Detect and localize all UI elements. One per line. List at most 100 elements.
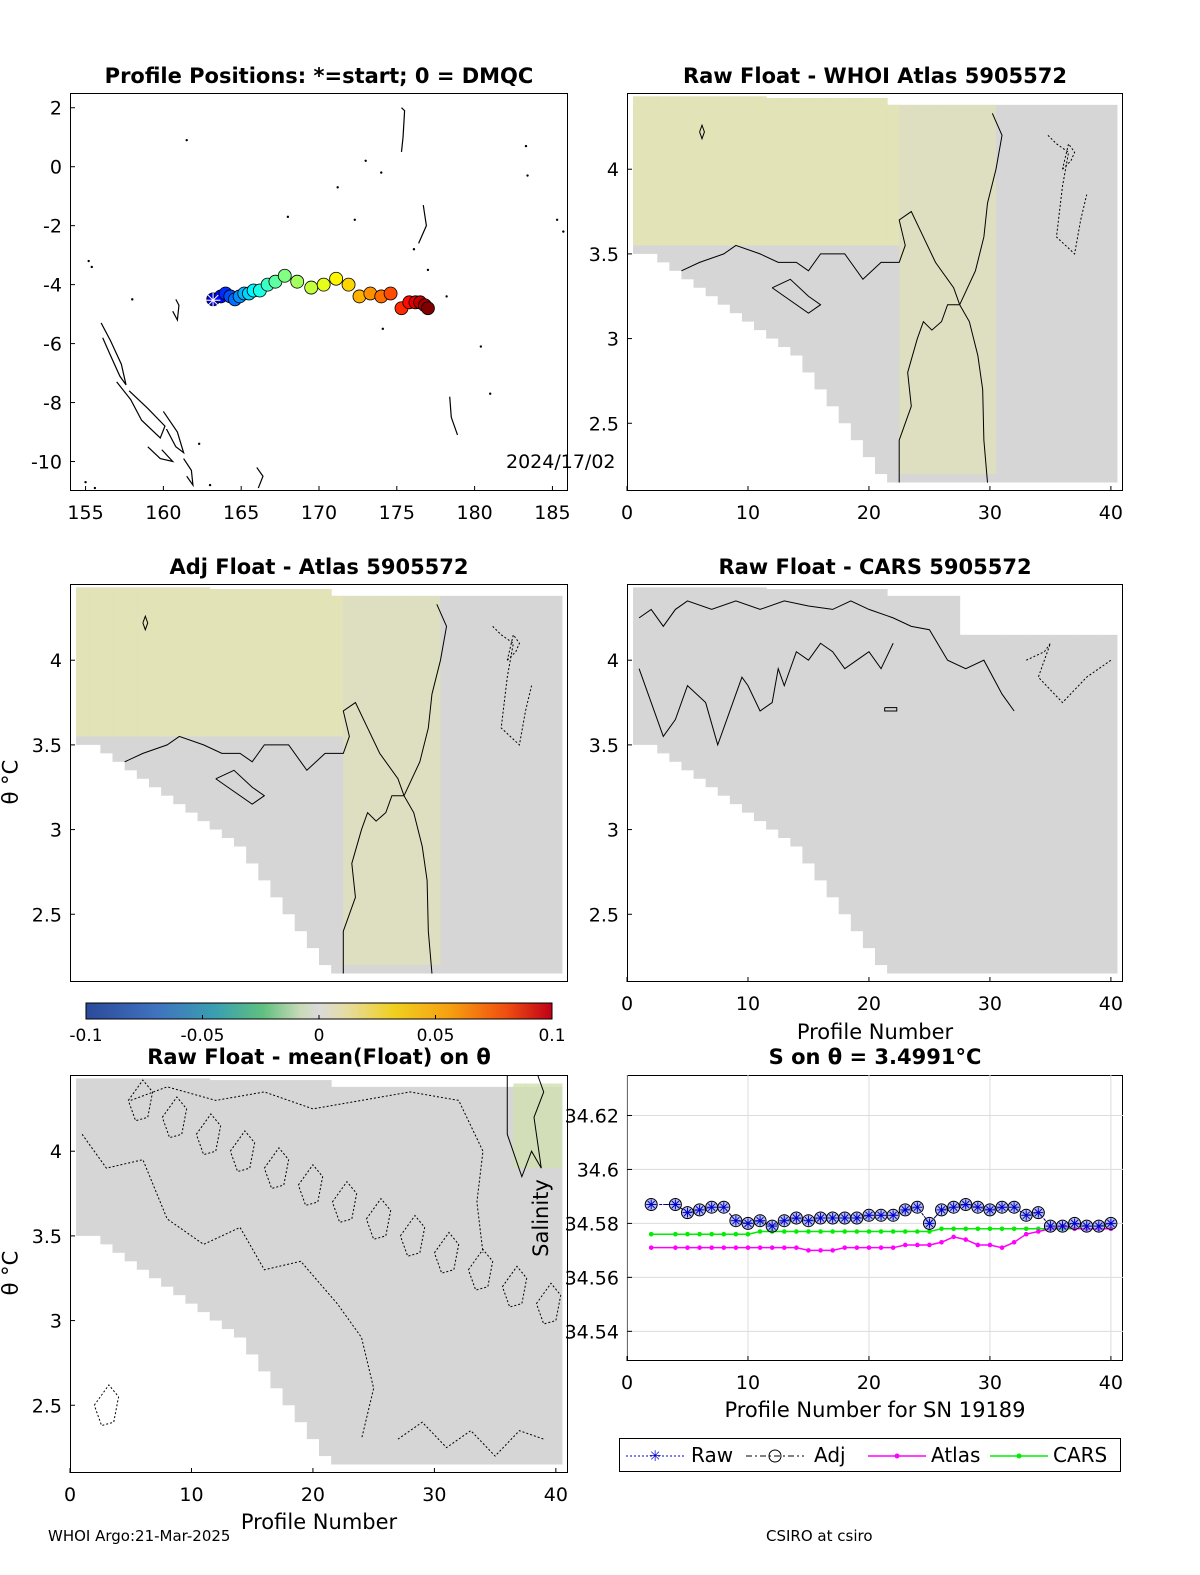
heatmap-column bbox=[185, 1078, 199, 1304]
heatmap-column bbox=[1032, 634, 1045, 974]
raw-point bbox=[877, 1211, 885, 1220]
heatmap-positive-cell bbox=[294, 589, 308, 737]
heatmap-column bbox=[1008, 104, 1021, 483]
cars-point bbox=[685, 1231, 690, 1237]
zero-contour bbox=[771, 278, 822, 314]
x-tick-label: 20 bbox=[857, 1372, 881, 1394]
heatmap-positive-cell bbox=[136, 587, 150, 737]
cars-point bbox=[975, 1226, 981, 1232]
svg-text:✳: ✳ bbox=[649, 1447, 662, 1465]
heatmap-column bbox=[1020, 104, 1033, 483]
coastline bbox=[418, 204, 428, 244]
raw-point bbox=[671, 1200, 680, 1209]
heatmap-column bbox=[923, 595, 936, 974]
heatmap-column bbox=[537, 595, 551, 974]
heatmap-column bbox=[464, 1086, 478, 1465]
heatmap-positive-cell bbox=[645, 96, 658, 246]
cars-point bbox=[854, 1229, 860, 1234]
heatmap-positive-cell bbox=[741, 96, 755, 246]
raw-point bbox=[828, 1214, 837, 1222]
heatmap-column bbox=[995, 634, 1009, 974]
heatmap-positive-cell bbox=[681, 96, 695, 246]
raw-point bbox=[913, 1203, 922, 1212]
y-tick-label: -8 bbox=[43, 393, 62, 415]
x-tick-label: 10 bbox=[179, 1484, 203, 1506]
y-tick-label: 2.5 bbox=[589, 904, 619, 926]
atlas-point bbox=[878, 1245, 884, 1250]
heatmap-column bbox=[246, 1080, 259, 1355]
heatmap-column bbox=[513, 595, 526, 974]
cars-point bbox=[902, 1229, 908, 1234]
atlas-point bbox=[902, 1242, 908, 1248]
x-tick-label: 20 bbox=[857, 993, 881, 1015]
heatmap-positive-cell bbox=[355, 595, 369, 966]
map-title: Profile Positions: *=start; 0 = DMQC bbox=[104, 64, 534, 88]
heatmap-column bbox=[88, 1078, 101, 1236]
cars-diff-xlabel: Profile Number bbox=[796, 1020, 954, 1044]
heatmap-column bbox=[76, 1078, 89, 1236]
heatmap-negative-cell bbox=[537, 1083, 551, 1169]
y-tick-label: 0 bbox=[50, 157, 62, 179]
dotted-contour bbox=[1047, 134, 1088, 255]
heatmap-column bbox=[525, 595, 539, 974]
x-tick-label: 30 bbox=[978, 993, 1002, 1015]
footer-right: CSIRO at csiro bbox=[766, 1527, 873, 1545]
y-tick-label: 2.5 bbox=[589, 413, 619, 435]
salinity-title: S on θ = 3.4991°C bbox=[768, 1045, 982, 1069]
adj-diff-ylabel: θ °C bbox=[0, 759, 23, 805]
heatmap-column bbox=[693, 587, 707, 779]
heatmap-column bbox=[428, 1086, 441, 1465]
heatmap-column bbox=[476, 595, 490, 974]
cars-point bbox=[866, 1229, 872, 1234]
heatmap-column bbox=[826, 589, 840, 898]
heatmap-positive-cell bbox=[814, 98, 828, 246]
raw-point bbox=[744, 1219, 752, 1228]
heatmap-column bbox=[1080, 104, 1094, 483]
dotted-contour bbox=[467, 1248, 494, 1291]
island-dot bbox=[90, 265, 93, 269]
y-tick-label: 2.5 bbox=[32, 904, 62, 926]
y-tick-label: -4 bbox=[43, 275, 62, 297]
island-dot bbox=[479, 345, 483, 348]
zero-contour bbox=[124, 701, 405, 796]
x-tick-label: 40 bbox=[1099, 993, 1123, 1015]
island-dot bbox=[353, 218, 356, 221]
y-tick-label: 34.62 bbox=[565, 1105, 619, 1127]
zero-contour bbox=[681, 210, 961, 305]
cars-point bbox=[927, 1229, 932, 1234]
heatmap-column bbox=[1104, 634, 1118, 974]
x-tick-label: 10 bbox=[736, 993, 760, 1015]
heatmap-positive-cell bbox=[331, 595, 344, 737]
heatmap-column bbox=[705, 587, 719, 788]
heatmap-column bbox=[404, 1086, 417, 1465]
coastline bbox=[147, 446, 175, 463]
dotted-contour bbox=[506, 633, 520, 661]
y-tick-label: 4 bbox=[607, 650, 619, 672]
atlas-point bbox=[673, 1245, 678, 1250]
heatmap-column bbox=[476, 1086, 490, 1465]
cars-point bbox=[830, 1229, 835, 1234]
y-tick-label: 3 bbox=[50, 1311, 62, 1333]
raw-point bbox=[1034, 1208, 1043, 1217]
coastline bbox=[256, 467, 264, 489]
island-dot bbox=[197, 442, 201, 446]
heatmap-positive-cell bbox=[959, 104, 973, 475]
raw-point bbox=[1058, 1222, 1067, 1230]
profile-position-marker bbox=[277, 268, 292, 283]
raw-point bbox=[1107, 1219, 1115, 1228]
heatmap-positive-cell bbox=[754, 96, 767, 246]
y-tick-label: 3.5 bbox=[32, 735, 62, 757]
heatmap-column bbox=[452, 1086, 466, 1465]
zero-contour bbox=[403, 604, 448, 974]
atlas-point bbox=[769, 1245, 775, 1250]
coastline bbox=[449, 396, 459, 436]
atlas-point bbox=[721, 1245, 727, 1250]
cars-point bbox=[697, 1231, 702, 1237]
heatmap-positive-cell bbox=[185, 587, 199, 737]
colorbar-tick-label: 0 bbox=[314, 1026, 325, 1046]
heatmap-column bbox=[741, 587, 755, 813]
heatmap-column bbox=[1056, 104, 1070, 483]
x-tick-label: 10 bbox=[736, 1372, 760, 1394]
heatmap-column bbox=[124, 1078, 138, 1262]
dotted-contour bbox=[127, 1079, 154, 1122]
